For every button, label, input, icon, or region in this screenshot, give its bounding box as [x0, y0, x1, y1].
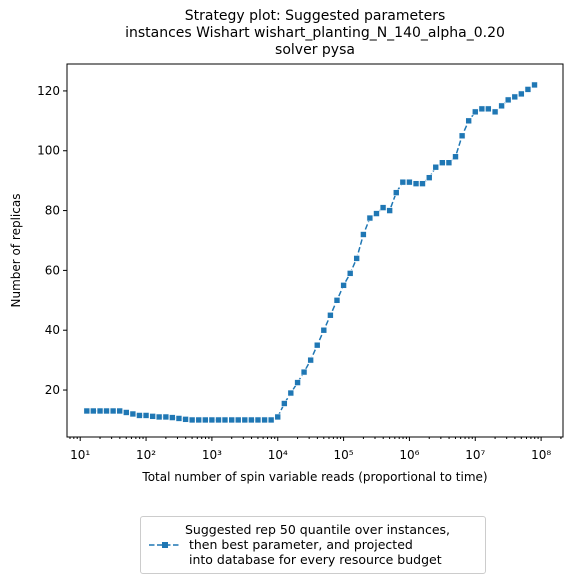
series-line — [86, 84, 535, 421]
legend-marker — [162, 542, 168, 548]
marker — [274, 413, 282, 421]
marker — [261, 416, 268, 424]
y-tick-label: 60 — [45, 263, 60, 277]
marker — [366, 214, 374, 222]
marker — [96, 407, 104, 415]
legend: Suggested rep 50 quantile over instances… — [140, 516, 486, 574]
y-tick-label: 120 — [37, 84, 60, 98]
marker — [498, 102, 505, 110]
marker — [162, 413, 170, 421]
marker — [379, 204, 387, 211]
marker — [320, 326, 328, 334]
x-tick-label: 10⁵ — [334, 448, 354, 462]
marker — [202, 416, 209, 424]
chart-title: Strategy plot: Suggested parameters inst… — [125, 8, 505, 58]
legend-key — [149, 542, 181, 548]
legend-label: Suggested rep 50 quantile over instances… — [185, 522, 451, 567]
marker — [392, 189, 400, 196]
marker — [524, 86, 532, 93]
y-tick-label: 20 — [45, 383, 60, 397]
marker — [406, 178, 413, 186]
marker — [103, 407, 110, 415]
marker — [149, 413, 156, 420]
marker — [215, 416, 222, 424]
marker — [169, 414, 176, 421]
marker — [83, 407, 91, 415]
marker — [327, 311, 334, 319]
marker — [518, 90, 525, 98]
marker — [122, 409, 130, 416]
x-tick-label: 10⁶ — [399, 448, 419, 462]
marker — [458, 132, 466, 140]
marker — [241, 416, 249, 424]
marker — [228, 416, 236, 424]
marker — [182, 416, 189, 423]
marker — [221, 416, 229, 424]
marker — [254, 416, 262, 424]
marker — [129, 410, 137, 418]
marker — [300, 368, 308, 376]
x-tick-label: 10³ — [202, 448, 222, 462]
x-axis-label: Total number of spin variable reads (pro… — [141, 470, 487, 484]
marker — [399, 178, 407, 186]
x-tick-label: 10² — [136, 448, 156, 462]
marker — [386, 207, 393, 214]
x-tick-label: 10⁸ — [531, 448, 551, 462]
y-axis-label: Number of replicas — [9, 194, 23, 308]
x-tick-label: 10¹ — [70, 448, 90, 462]
marker — [504, 96, 512, 104]
marker — [346, 270, 354, 277]
y-tick-label: 80 — [45, 204, 60, 218]
marker — [452, 153, 459, 161]
marker — [439, 159, 446, 167]
marker — [471, 108, 479, 116]
x-tick-label: 10⁴ — [268, 448, 288, 462]
marker — [234, 416, 242, 424]
marker — [188, 416, 196, 424]
marker — [281, 400, 288, 407]
marker — [478, 105, 486, 113]
x-tick-label: 10⁷ — [465, 448, 485, 462]
marker — [531, 81, 538, 89]
marker — [491, 108, 499, 116]
marker — [195, 416, 203, 424]
marker — [267, 416, 275, 424]
marker — [485, 105, 492, 113]
marker — [465, 117, 472, 125]
marker — [175, 415, 183, 422]
y-tick-label: 40 — [45, 323, 60, 337]
marker — [142, 412, 150, 419]
marker — [360, 231, 367, 238]
marker — [412, 180, 420, 187]
marker — [340, 282, 347, 289]
marker — [307, 356, 314, 364]
marker — [287, 389, 295, 397]
marker — [136, 412, 143, 419]
marker — [109, 407, 117, 415]
marker — [116, 407, 124, 415]
marker — [432, 163, 440, 171]
marker — [313, 341, 321, 349]
marker — [353, 255, 360, 262]
marker — [248, 416, 255, 424]
marker — [294, 379, 301, 386]
marker — [373, 210, 380, 217]
marker — [419, 180, 426, 187]
marker — [155, 413, 163, 421]
marker — [445, 159, 453, 167]
marker — [425, 174, 433, 181]
plot-frame — [66, 63, 564, 438]
marker — [89, 407, 97, 415]
y-tick-label: 100 — [37, 144, 60, 158]
marker — [511, 93, 519, 101]
marker — [333, 297, 341, 304]
marker — [208, 416, 216, 424]
